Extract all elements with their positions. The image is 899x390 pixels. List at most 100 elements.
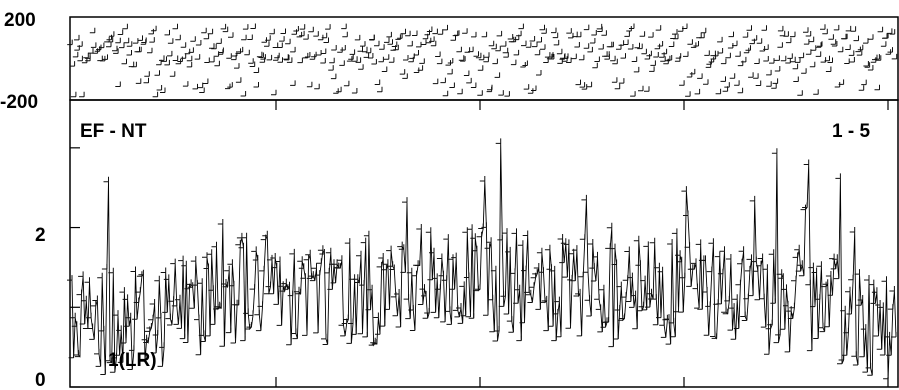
amplitude-point (532, 268, 538, 275)
amplitude-point (202, 252, 208, 258)
phase-point (867, 65, 874, 71)
amplitude-point (876, 344, 883, 350)
phase-point (502, 47, 509, 54)
amplitude-point (448, 254, 454, 260)
amplitude-point (175, 294, 181, 301)
amplitude-point (76, 289, 82, 296)
amplitude-point (97, 272, 103, 279)
amplitude-point (629, 302, 635, 308)
phase-point (575, 79, 581, 86)
phase-point (426, 26, 433, 32)
phase-point (648, 32, 654, 38)
phase-point (783, 31, 789, 37)
amplitude-point (435, 284, 441, 290)
phase-point (250, 23, 256, 29)
phase-point (633, 66, 640, 73)
amplitude-point (359, 280, 365, 286)
amplitude-point (203, 263, 209, 269)
amplitude-point (286, 339, 292, 346)
amplitude-point (554, 296, 560, 303)
amplitude-point (592, 251, 598, 258)
phase-point (833, 24, 840, 31)
amplitude-point (148, 314, 154, 321)
amplitude-point (346, 338, 352, 344)
phase-point (710, 50, 716, 57)
amplitude-point (492, 336, 498, 342)
amplitude-point (754, 294, 760, 301)
amplitude-point (313, 327, 319, 334)
amplitude-point (721, 307, 727, 313)
amplitude-point (598, 284, 605, 291)
amplitude-point (402, 197, 408, 203)
phase-point (355, 57, 362, 63)
phase-point (579, 82, 586, 88)
amplitude-point (149, 299, 156, 305)
phase-point (822, 28, 828, 35)
amplitude-point (200, 336, 206, 342)
amplitude-point (511, 228, 517, 234)
phase-point (248, 58, 254, 64)
phase-point (777, 42, 783, 48)
amplitude-point (81, 295, 87, 302)
phase-point (271, 89, 277, 96)
phase-point (297, 57, 303, 64)
amplitude-point (252, 255, 259, 261)
amplitude-point (408, 305, 414, 311)
amplitude-point (124, 321, 130, 327)
phase-point (421, 39, 427, 45)
amplitude-point (122, 294, 129, 300)
phase-point (672, 29, 678, 35)
amplitude-point (513, 298, 519, 304)
phase-point (188, 47, 194, 53)
phase-point (123, 37, 130, 44)
amplitude-point (82, 323, 89, 329)
amplitude-point (387, 261, 394, 267)
amplitude-point (352, 274, 359, 280)
amplitude-point (514, 284, 521, 291)
phase-point (618, 78, 625, 84)
phase-point (126, 41, 133, 47)
phase-point (638, 85, 644, 92)
phase-point (211, 43, 217, 50)
amplitude-point (308, 271, 314, 277)
phase-point (216, 38, 222, 44)
phase-point (408, 56, 414, 63)
phase-point (325, 24, 331, 30)
phase-point (659, 52, 665, 58)
phase-point (704, 50, 710, 56)
amplitude-point (851, 351, 857, 357)
phase-point (240, 91, 247, 97)
amplitude-point (287, 290, 294, 297)
phase-point (830, 39, 837, 45)
amplitude-point (587, 239, 594, 245)
amplitude-point (225, 327, 232, 334)
phase-point (875, 55, 882, 61)
amplitude-point (552, 308, 559, 315)
amplitude-point (119, 287, 125, 293)
amplitude-point (319, 249, 325, 255)
phase-point (798, 52, 805, 59)
amplitude-point (244, 324, 251, 330)
phase-point (329, 57, 335, 64)
amplitude-point (733, 323, 740, 329)
amplitude-point (440, 316, 446, 323)
amplitude-point (179, 333, 186, 340)
phase-point (495, 45, 501, 52)
amplitude-point (227, 259, 233, 265)
amplitude-point (500, 291, 506, 297)
phase-point (674, 56, 681, 62)
phase-point (552, 32, 559, 39)
amplitude-point (519, 317, 525, 324)
amplitude-point (240, 335, 246, 342)
amplitude-point (556, 331, 562, 338)
phase-point (321, 32, 328, 39)
phase-point (115, 81, 121, 87)
amplitude-point (667, 239, 673, 245)
amplitude-point (467, 224, 473, 230)
phase-point (192, 83, 198, 90)
phase-point (323, 37, 329, 43)
phase-point (586, 81, 593, 88)
phase-point (598, 44, 604, 50)
amplitude-point (703, 330, 710, 336)
amplitude-point (70, 312, 76, 319)
